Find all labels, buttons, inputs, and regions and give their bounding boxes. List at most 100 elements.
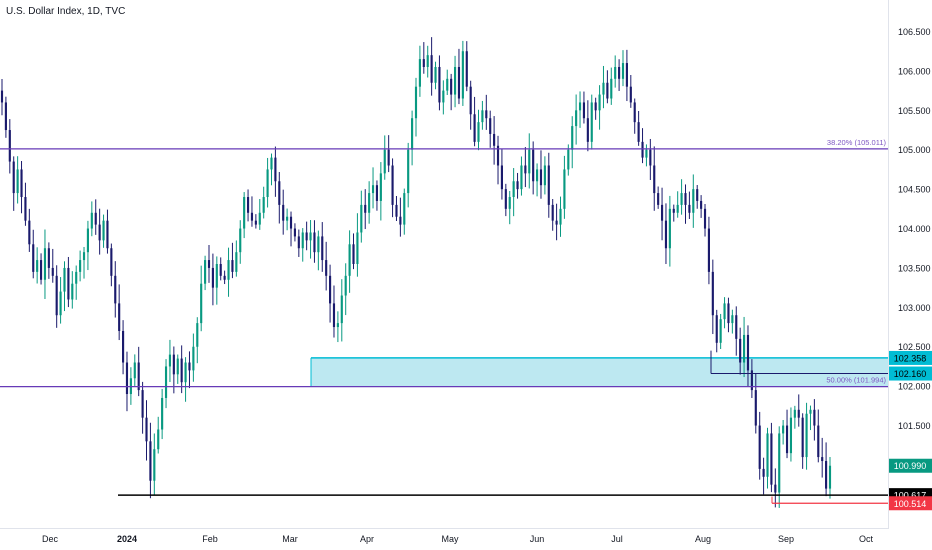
- fib-level-label: 38.20% (105.011): [827, 138, 887, 147]
- y-tick-label: 105.500: [898, 106, 931, 116]
- candle-body: [356, 232, 359, 264]
- candle-body: [8, 130, 11, 162]
- candle-body: [371, 185, 375, 194]
- zone-fill: [311, 357, 888, 387]
- candle-body: [36, 260, 39, 272]
- candle-body: [67, 267, 70, 300]
- candle-body: [0, 90, 4, 103]
- candle-body: [243, 197, 246, 229]
- candle-body: [711, 271, 714, 316]
- candle-body: [805, 413, 808, 458]
- candle-body: [90, 212, 93, 229]
- price-axis[interactable]: 106.500 106.000 105.500 105.000 104.500 104.0…: [898, 27, 931, 431]
- candle-body: [524, 165, 527, 174]
- candle-body: [278, 181, 281, 205]
- candle-body: [684, 193, 687, 205]
- y-tick-label: 105.000: [898, 145, 931, 155]
- red-level-tag-bg: [889, 496, 932, 511]
- candle-body: [825, 461, 828, 489]
- candle-body: [660, 204, 664, 221]
- candle-body: [360, 204, 363, 233]
- candle-body: [102, 220, 105, 241]
- candle-body: [231, 260, 234, 272]
- candle-body: [633, 102, 636, 123]
- price-axis-divider: [888, 0, 889, 528]
- horizontal-levels: 38.20% (105.011) 50.00% (101.994): [0, 138, 888, 504]
- candle-body: [188, 362, 191, 371]
- candle-body: [110, 248, 113, 276]
- candle-body: [422, 59, 425, 67]
- candle-body: [161, 397, 164, 430]
- candle-body: [379, 173, 382, 201]
- candle-body: [629, 86, 632, 103]
- candle-body: [180, 358, 183, 383]
- candle-body: [137, 362, 140, 391]
- candle-body: [563, 169, 566, 209]
- candle-body: [485, 110, 488, 119]
- candle-body: [149, 441, 152, 481]
- candle-body: [375, 185, 379, 201]
- candle-body: [743, 334, 746, 363]
- candle-body: [672, 208, 675, 213]
- candle-body: [649, 149, 652, 166]
- candle-body: [399, 216, 402, 225]
- candle-body: [469, 86, 472, 115]
- candle-body: [625, 63, 628, 87]
- candle-body: [481, 110, 484, 123]
- candle-body: [235, 252, 238, 272]
- candle-body: [86, 228, 89, 253]
- candle-body: [196, 323, 199, 347]
- candle-body: [653, 165, 656, 194]
- candle-body: [457, 66, 461, 99]
- x-tick-label: Feb: [202, 534, 218, 544]
- candle-body: [723, 303, 726, 320]
- x-tick-label: Mar: [282, 534, 298, 544]
- candle-body: [207, 260, 211, 268]
- candle-body: [770, 433, 773, 485]
- candle-body: [719, 319, 722, 343]
- candle-body: [32, 244, 35, 272]
- candle-body: [703, 208, 707, 229]
- x-tick-label: Dec: [42, 534, 59, 544]
- candle-body: [411, 118, 414, 150]
- y-tick-label: 106.500: [898, 27, 931, 37]
- candle-body: [157, 429, 160, 450]
- time-axis-divider: [0, 528, 889, 529]
- candle-body: [512, 181, 515, 198]
- candle-body: [536, 169, 539, 182]
- candle-body: [239, 228, 242, 253]
- candle-body: [645, 149, 648, 158]
- candle-body: [286, 216, 289, 221]
- candle-body: [571, 126, 574, 150]
- zone-top-tag-bg: [889, 350, 932, 365]
- candle-body: [817, 425, 820, 458]
- candle-body: [727, 303, 730, 324]
- candle-body: [133, 362, 136, 379]
- candle-body: [543, 165, 546, 186]
- time-axis[interactable]: Dec 2024 Feb Mar Apr May Jun Jul Aug Sep Oct: [42, 534, 874, 544]
- candle-body: [828, 465, 832, 489]
- red-level-tag-text: 100.514: [894, 499, 927, 509]
- candle-body: [200, 283, 203, 324]
- candle-body: [4, 102, 7, 131]
- candle-body: [403, 193, 406, 225]
- candle-body: [797, 409, 800, 418]
- candle-body: [172, 354, 175, 375]
- candle-body: [707, 228, 710, 272]
- candle-body: [192, 346, 195, 371]
- candle-body: [313, 232, 316, 253]
- candle-body: [16, 169, 19, 194]
- y-tick-label: 104.000: [898, 224, 931, 234]
- candle-body: [688, 204, 691, 213]
- candle-body: [789, 417, 793, 454]
- candle-body: [578, 102, 582, 111]
- candle-body: [516, 181, 519, 190]
- candle-body: [418, 59, 421, 87]
- candle-body: [348, 244, 351, 276]
- candle-body: [387, 149, 390, 166]
- candle-body: [813, 409, 816, 426]
- candle-body: [325, 260, 328, 276]
- candle-body: [637, 122, 640, 142]
- fib-level-label: 50.00% (101.994): [826, 376, 886, 385]
